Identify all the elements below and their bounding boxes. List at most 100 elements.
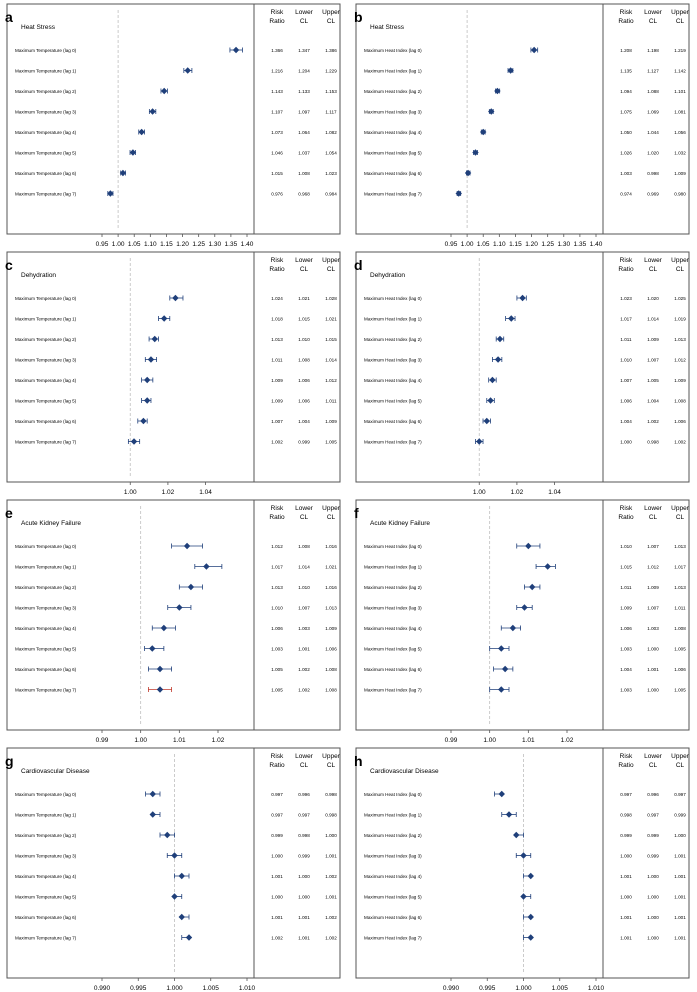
forest-panel-b: b Heat Stress Risk Ratio Lower CL Upper CL Maxim… xyxy=(354,3,690,248)
risk-ratio-value: 0.997 xyxy=(271,813,283,818)
lower-cl-value: 1.007 xyxy=(647,358,659,363)
risk-ratio-value: 1.011 xyxy=(620,337,632,342)
upper-cl-value: 1.013 xyxy=(325,606,337,611)
upper-cl-value: 1.001 xyxy=(674,895,686,900)
row-label: Maximum Heat Index (lag 4) xyxy=(364,626,422,631)
lower-cl-value: 1.021 xyxy=(298,296,310,301)
column-header: CL xyxy=(327,762,336,769)
point-estimate-marker xyxy=(178,913,185,921)
forest-panel-e: e Acute Kidney Failure Risk Ratio Lower CL Upp… xyxy=(5,499,341,744)
lower-cl-value: 1.010 xyxy=(298,337,310,342)
upper-cl-value: 1.008 xyxy=(674,626,686,631)
lower-cl-value: 1.088 xyxy=(647,89,659,94)
lower-cl-value: 1.000 xyxy=(647,874,659,879)
risk-ratio-value: 1.006 xyxy=(271,626,283,631)
row-label: Maximum Heat Index (lag 1) xyxy=(364,813,422,818)
panel-letter: h xyxy=(354,753,363,769)
x-tick-label: 1.30 xyxy=(208,241,221,248)
row-label: Maximum Heat Index (lag 2) xyxy=(364,89,422,94)
row-label: Maximum Temperature (lag 1) xyxy=(15,317,77,322)
column-header: Ratio xyxy=(618,266,634,273)
upper-cl-value: 1.008 xyxy=(325,667,337,672)
row-label: Maximum Heat Index (lag 6) xyxy=(364,667,422,672)
row-label: Maximum Temperature (lag 4) xyxy=(15,130,77,135)
column-header: CL xyxy=(327,514,336,521)
lower-cl-value: 1.347 xyxy=(298,48,310,53)
risk-ratio-value: 1.004 xyxy=(620,419,632,424)
upper-cl-value: 1.386 xyxy=(325,48,337,53)
upper-cl-value: 1.101 xyxy=(674,89,686,94)
upper-cl-value: 0.998 xyxy=(325,792,337,797)
risk-ratio-value: 1.366 xyxy=(271,48,283,53)
column-header: CL xyxy=(649,18,658,25)
lower-cl-value: 1.010 xyxy=(298,585,310,590)
lower-cl-value: 1.006 xyxy=(298,378,310,383)
upper-cl-value: 1.006 xyxy=(674,419,686,424)
lower-cl-value: 0.997 xyxy=(647,813,659,818)
risk-ratio-value: 1.001 xyxy=(620,915,632,920)
lower-cl-value: 0.999 xyxy=(298,440,310,445)
row-label: Maximum Heat Index (lag 3) xyxy=(364,854,422,859)
x-tick-label: 1.04 xyxy=(199,489,212,496)
risk-ratio-value: 0.997 xyxy=(271,792,283,797)
lower-cl-value: 1.007 xyxy=(647,606,659,611)
column-header: Risk xyxy=(271,9,284,16)
row-label: Maximum Heat Index (lag 7) xyxy=(364,192,422,197)
x-tick-label: 1.15 xyxy=(509,241,522,248)
row-label: Maximum Heat Index (lag 5) xyxy=(364,647,422,652)
upper-cl-value: 1.006 xyxy=(674,667,686,672)
lower-cl-value: 1.064 xyxy=(298,130,310,135)
lower-cl-value: 1.069 xyxy=(647,110,659,115)
point-estimate-marker xyxy=(520,893,527,900)
lower-cl-value: 1.003 xyxy=(647,626,659,631)
lower-cl-value: 1.015 xyxy=(298,317,310,322)
x-tick-label: 1.04 xyxy=(548,489,561,496)
risk-ratio-value: 1.002 xyxy=(271,440,283,445)
column-header: Lower xyxy=(295,257,314,264)
lower-cl-value: 1.001 xyxy=(298,647,310,652)
upper-cl-value: 0.980 xyxy=(674,192,686,197)
lower-cl-value: 1.007 xyxy=(298,606,310,611)
lower-cl-value: 0.969 xyxy=(647,192,659,197)
point-estimate-marker xyxy=(483,417,490,425)
row-label: Maximum Heat Index (lag 5) xyxy=(364,399,422,404)
x-tick-label: 1.40 xyxy=(590,241,603,248)
column-header: Upper xyxy=(671,753,690,760)
risk-ratio-value: 1.001 xyxy=(620,874,632,879)
panel-border xyxy=(355,747,690,979)
row-label: Maximum Temperature (lag 1) xyxy=(15,69,77,74)
risk-ratio-value: 1.000 xyxy=(620,440,632,445)
column-header: Risk xyxy=(620,9,633,16)
upper-cl-value: 0.999 xyxy=(674,813,686,818)
point-estimate-marker xyxy=(476,438,483,445)
risk-ratio-value: 1.001 xyxy=(271,874,283,879)
lower-cl-value: 1.000 xyxy=(647,688,659,693)
risk-ratio-value: 1.013 xyxy=(271,585,283,590)
row-label: Maximum Temperature (lag 3) xyxy=(15,358,77,363)
point-estimate-marker xyxy=(472,149,479,156)
risk-ratio-value: 1.010 xyxy=(271,606,283,611)
lower-cl-value: 1.133 xyxy=(298,89,310,94)
point-estimate-marker xyxy=(487,397,494,404)
lower-cl-value: 1.097 xyxy=(298,110,310,115)
row-label: Maximum Temperature (lag 5) xyxy=(15,399,77,404)
row-label: Maximum Heat Index (lag 0) xyxy=(364,48,422,53)
row-label: Maximum Heat Index (lag 2) xyxy=(364,585,422,590)
point-estimate-marker xyxy=(178,872,185,880)
column-header: CL xyxy=(676,266,685,273)
lower-cl-value: 1.044 xyxy=(647,130,659,135)
column-header: Risk xyxy=(620,753,633,760)
lower-cl-value: 0.998 xyxy=(647,440,659,445)
risk-ratio-value: 1.015 xyxy=(271,171,283,176)
risk-ratio-value: 1.135 xyxy=(620,69,632,74)
risk-ratio-value: 1.005 xyxy=(271,688,283,693)
point-estimate-marker xyxy=(232,46,240,54)
upper-cl-value: 1.153 xyxy=(325,89,337,94)
point-estimate-marker xyxy=(496,335,504,343)
upper-cl-value: 1.082 xyxy=(325,130,337,135)
point-estimate-marker xyxy=(149,645,156,652)
risk-ratio-value: 1.001 xyxy=(620,936,632,941)
row-label: Maximum Heat Index (lag 4) xyxy=(364,874,422,879)
risk-ratio-value: 1.017 xyxy=(271,565,283,570)
panel-letter: c xyxy=(5,257,13,273)
